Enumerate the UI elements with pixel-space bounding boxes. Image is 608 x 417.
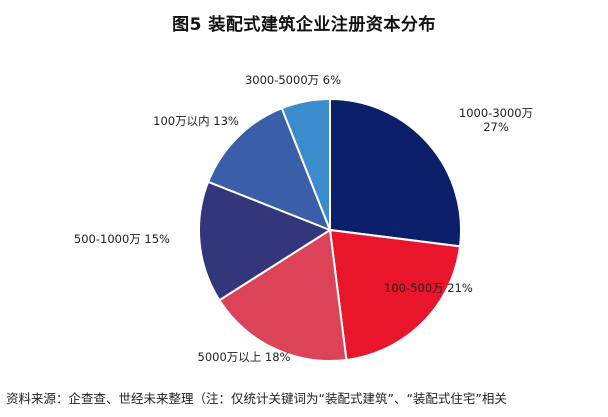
pie-slice-2: [328, 228, 462, 362]
slice-label-2: 100-500万 21%: [384, 281, 473, 295]
pie-slices: [198, 97, 462, 362]
pie-slice-3: [218, 228, 348, 362]
slice-labels: 1000-3000万 27% 100-500万 21% 5000万以上 18% 500-…: [74, 73, 533, 364]
pie-slice-5: [206, 106, 332, 232]
slice-label-6: 3000-5000万 6%: [245, 73, 341, 87]
pie-slice-6: [280, 97, 331, 231]
pie-chart: 1000-3000万 27% 100-500万 21% 5000万以上 18% 500-…: [74, 73, 533, 364]
slice-label-3: 5000万以上 18%: [198, 350, 291, 364]
slice-label-1: 1000-3000万 27%: [459, 106, 533, 134]
slice-label-5: 100万以内 13%: [153, 114, 239, 128]
pie-slice-1: [329, 97, 462, 248]
source-note: 资料来源：企查查、世经未来整理（注：仅统计关键词为“装配式建筑”、“装配式住宅”…: [6, 391, 507, 406]
chart-title: 图5 装配式建筑企业注册资本分布: [172, 15, 436, 35]
slice-label-4: 500-1000万 15%: [74, 232, 170, 246]
pie-slice-4: [198, 180, 333, 302]
